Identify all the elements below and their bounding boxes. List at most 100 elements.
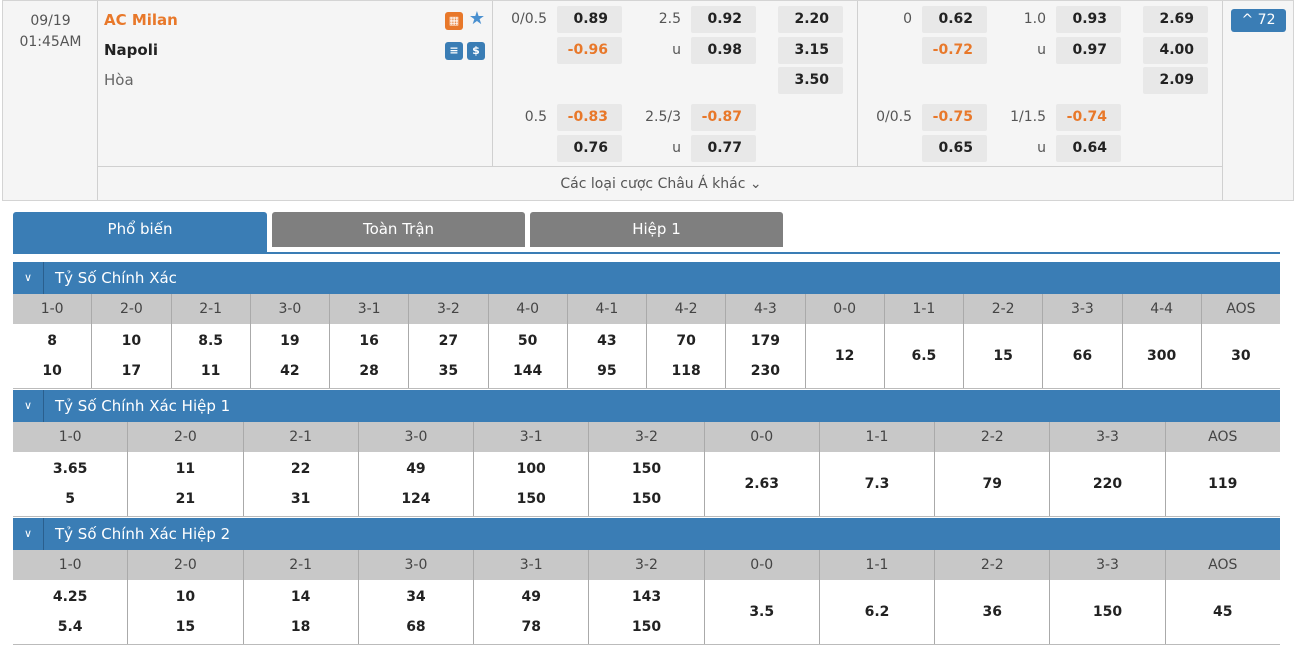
score-odds[interactable]: 100	[516, 461, 546, 477]
over-odds-alt[interactable]: -0.74	[1056, 104, 1121, 131]
score-odds[interactable]: 150	[1092, 604, 1123, 620]
score-odds[interactable]: 30	[1231, 348, 1251, 364]
score-odds[interactable]: 21	[175, 491, 196, 507]
score-odds[interactable]: 119	[1208, 476, 1238, 492]
score-odds[interactable]: 6.5	[911, 348, 937, 364]
under-odds-alt[interactable]: 0.64	[1056, 135, 1121, 162]
score-odds[interactable]: 6.2	[864, 604, 890, 620]
score-odds[interactable]: 78	[521, 619, 541, 635]
section-header[interactable]: ∨ Tỷ Số Chính Xác	[13, 262, 1280, 294]
score-odds[interactable]: 34	[406, 589, 426, 605]
handicap-away-odds-alt[interactable]: 0.76	[557, 135, 622, 162]
score-odds[interactable]: 42	[280, 363, 300, 379]
under-odds[interactable]: 0.98	[691, 37, 756, 64]
score-odds[interactable]: 300	[1147, 348, 1177, 364]
over-odds[interactable]: 0.93	[1056, 6, 1121, 33]
score-odds[interactable]: 220	[1092, 476, 1123, 492]
score-odds[interactable]: 36	[982, 604, 1002, 620]
score-odds[interactable]: 7.3	[864, 476, 890, 492]
score-odds[interactable]: 49	[521, 589, 541, 605]
score-odds[interactable]: 19	[280, 333, 300, 349]
score-odds[interactable]: 12	[834, 348, 855, 364]
home-win-odds[interactable]: 2.20	[778, 6, 843, 33]
chevron-down-icon[interactable]: ∨	[13, 518, 44, 550]
score-odds[interactable]: 95	[597, 363, 617, 379]
score-odds[interactable]: 11	[175, 461, 196, 477]
score-odds[interactable]: 66	[1072, 348, 1093, 364]
score-odds[interactable]: 70	[676, 333, 696, 349]
score-odds[interactable]: 28	[359, 363, 379, 379]
more-markets-button[interactable]: ^ 72	[1231, 9, 1286, 32]
score-odds[interactable]: 5	[65, 491, 75, 507]
score-odds[interactable]: 18	[290, 619, 311, 635]
score-odds[interactable]: 150	[516, 491, 546, 507]
handicap-home-odds[interactable]: 0.89	[557, 6, 622, 33]
score-odds[interactable]: 4.25	[52, 589, 88, 605]
tab-full-match[interactable]: Toàn Trận	[272, 212, 525, 247]
score-odds[interactable]: 31	[290, 491, 311, 507]
scoreboard-icon[interactable]: ≡	[445, 42, 463, 60]
draw-odds[interactable]: 3.50	[778, 67, 843, 94]
field-icon[interactable]: ▦	[445, 12, 463, 30]
score-odds[interactable]: 150	[631, 491, 662, 507]
handicap-away-odds-alt[interactable]: 0.65	[922, 135, 987, 162]
score-odds[interactable]: 2.63	[744, 476, 779, 492]
handicap-home-odds-alt[interactable]: -0.83	[557, 104, 622, 131]
score-odds[interactable]: 35	[438, 363, 459, 379]
tab-popular[interactable]: Phổ biến	[13, 212, 267, 247]
star-icon[interactable]: ★	[468, 8, 486, 29]
score-odds[interactable]: 49	[406, 461, 426, 477]
handicap-home-odds[interactable]: 0.62	[922, 6, 987, 33]
handicap-home-odds-alt[interactable]: -0.75	[922, 104, 987, 131]
score-odds[interactable]: 150	[631, 461, 662, 477]
draw-odds[interactable]: 2.09	[1143, 67, 1208, 94]
score-odds[interactable]: 68	[406, 619, 426, 635]
score-odds[interactable]: 27	[438, 333, 459, 349]
away-win-odds[interactable]: 3.15	[778, 37, 843, 64]
chevron-down-icon[interactable]: ∨	[13, 390, 44, 422]
handicap-away-odds[interactable]: -0.72	[922, 37, 987, 64]
score-odds[interactable]: 14	[290, 589, 311, 605]
score-odds[interactable]: 10	[175, 589, 196, 605]
handicap-away-odds[interactable]: -0.96	[557, 37, 622, 64]
score-odds[interactable]: 150	[631, 619, 662, 635]
home-win-odds[interactable]: 2.69	[1143, 6, 1208, 33]
score-odds[interactable]: 8.5	[198, 333, 224, 349]
score-odds[interactable]: 22	[290, 461, 311, 477]
score-odds[interactable]: 179	[750, 333, 780, 349]
score-odds[interactable]: 17	[121, 363, 142, 379]
score-odds[interactable]: 11	[200, 363, 221, 379]
score-odds[interactable]: 15	[175, 619, 196, 635]
more-asian-bets-link[interactable]: Các loại cược Châu Á khác ⌄	[560, 176, 762, 192]
score-odds[interactable]: 10	[121, 333, 142, 349]
over-odds-alt[interactable]: -0.87	[691, 104, 756, 131]
score-odds[interactable]: 118	[671, 363, 701, 379]
score-odds[interactable]: 143	[631, 589, 662, 605]
tab-first-half[interactable]: Hiệp 1	[530, 212, 783, 247]
over-odds[interactable]: 0.92	[691, 6, 756, 33]
away-team[interactable]: Napoli	[104, 41, 159, 59]
score-odds[interactable]: 15	[993, 348, 1013, 364]
score-odds[interactable]: 124	[401, 491, 431, 507]
score-odds[interactable]: 16	[359, 333, 379, 349]
score-odds[interactable]: 79	[982, 476, 1002, 492]
score-odds[interactable]: 3.5	[749, 604, 775, 620]
score-odds[interactable]: 144	[513, 363, 543, 379]
under-odds-alt[interactable]: 0.77	[691, 135, 756, 162]
under-odds[interactable]: 0.97	[1056, 37, 1121, 64]
dollar-icon[interactable]: $	[467, 42, 485, 60]
home-team[interactable]: AC Milan	[104, 11, 178, 29]
away-win-odds[interactable]: 4.00	[1143, 37, 1208, 64]
section-header[interactable]: ∨ Tỷ Số Chính Xác Hiệp 1	[13, 390, 1280, 422]
score-odds[interactable]: 10	[42, 363, 62, 379]
score-odds[interactable]: 45	[1213, 604, 1233, 620]
score-column: 2-2 79	[935, 422, 1051, 516]
score-odds[interactable]: 230	[750, 363, 780, 379]
chevron-down-icon[interactable]: ∨	[13, 262, 44, 294]
section-header[interactable]: ∨ Tỷ Số Chính Xác Hiệp 2	[13, 518, 1280, 550]
score-odds[interactable]: 5.4	[57, 619, 83, 635]
score-odds[interactable]: 43	[597, 333, 617, 349]
score-odds[interactable]: 50	[517, 333, 538, 349]
score-odds[interactable]: 8	[47, 333, 57, 349]
score-odds[interactable]: 3.65	[52, 461, 88, 477]
